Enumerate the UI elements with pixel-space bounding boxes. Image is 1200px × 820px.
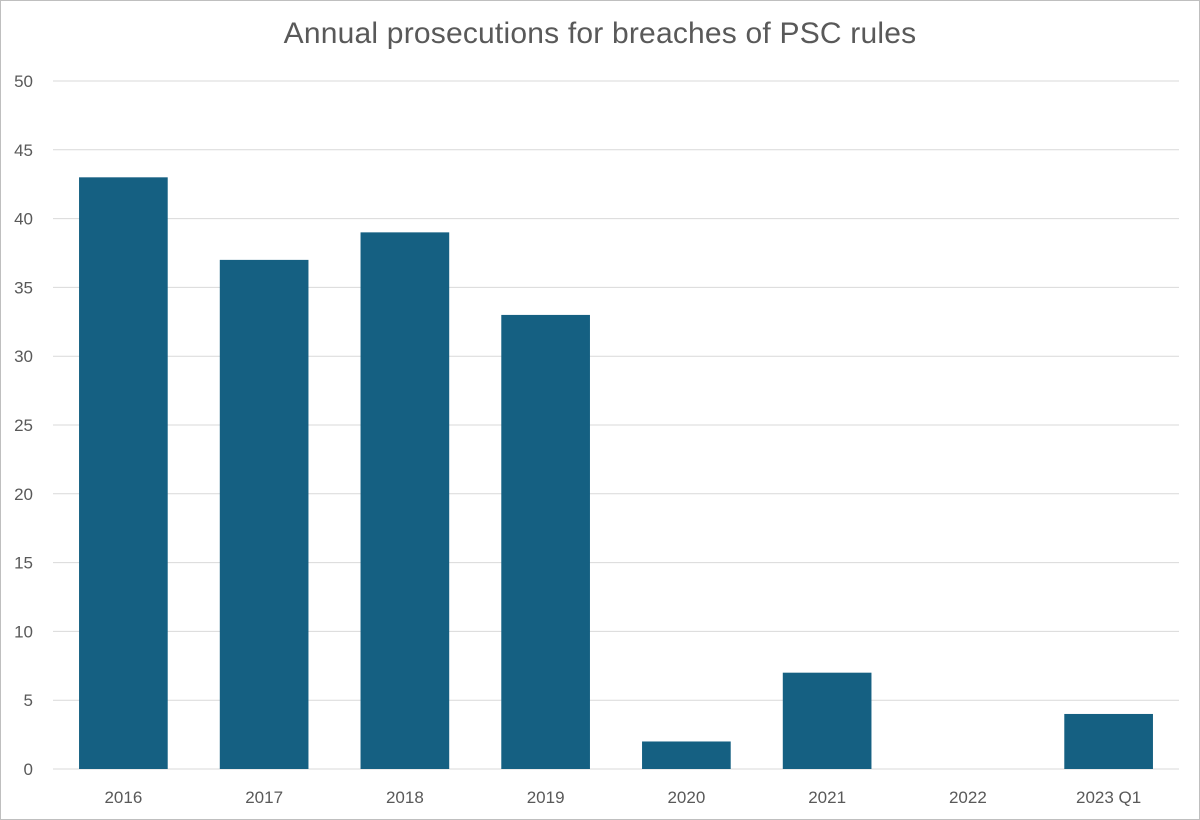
y-tick-label: 45	[14, 141, 33, 160]
chart-title: Annual prosecutions for breaches of PSC …	[283, 17, 917, 50]
x-tick-label: 2021	[808, 788, 846, 807]
y-axis-ticks: 0 5 10 15 20 25 30 35 40 45 50	[14, 72, 33, 779]
x-axis-ticks: 2016 2017 2018 2019 2020 2021 2022 2023 Q1	[104, 788, 1141, 807]
y-tick-label: 15	[14, 554, 33, 573]
x-tick-label: 2018	[386, 788, 424, 807]
bar-2018	[360, 232, 450, 770]
bars	[79, 177, 1153, 770]
x-tick-label: 2016	[104, 788, 142, 807]
x-tick-label: 2020	[667, 788, 705, 807]
y-tick-label: 10	[14, 622, 33, 641]
y-tick-label: 20	[14, 485, 33, 504]
bar-2023-q1	[1064, 713, 1153, 769]
x-tick-label: 2022	[949, 788, 987, 807]
y-tick-label: 0	[24, 760, 33, 779]
x-tick-label: 2019	[527, 788, 565, 807]
bar-2020	[642, 741, 731, 769]
bar-2019	[501, 314, 590, 769]
bar-2016	[79, 177, 168, 769]
y-tick-label: 50	[14, 72, 33, 91]
x-tick-label: 2017	[245, 788, 283, 807]
y-tick-label: 5	[24, 691, 33, 710]
y-tick-label: 35	[14, 278, 33, 297]
y-tick-label: 30	[14, 347, 33, 366]
y-tick-label: 25	[14, 416, 33, 435]
bar-2021	[782, 672, 872, 769]
x-tick-label: 2023 Q1	[1076, 788, 1141, 807]
bar-2017	[219, 259, 309, 769]
y-tick-label: 40	[14, 210, 33, 229]
